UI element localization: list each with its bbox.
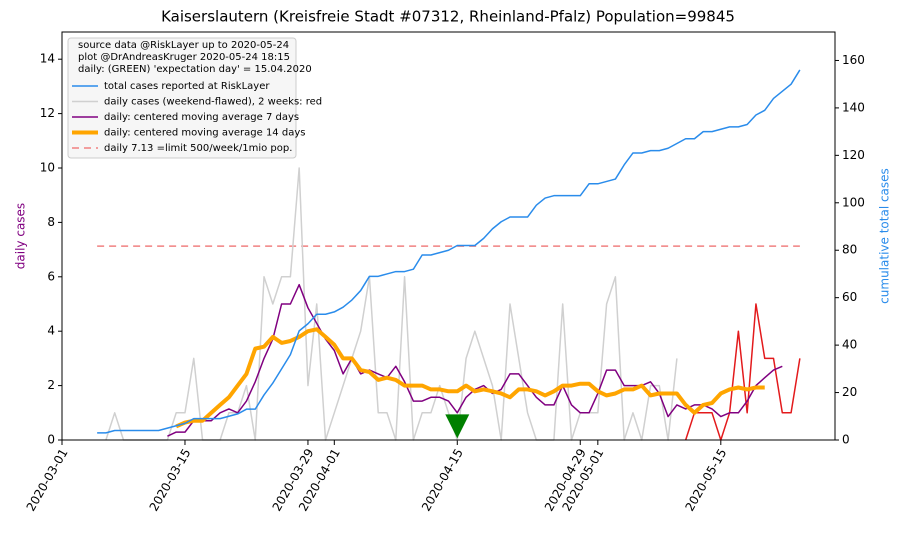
x-tick-label: 2020-04-15 <box>419 446 466 513</box>
series-line <box>97 69 801 434</box>
legend-label: daily 7.13 =limit 500/week/1mio pop. <box>104 143 292 154</box>
legend-label: daily: centered moving average 14 days <box>104 128 305 139</box>
x-tick-label: 2020-05-15 <box>682 446 729 513</box>
series-line <box>175 327 765 429</box>
y2-tick-label: 80 <box>842 243 857 257</box>
legend-label: daily cases (weekend-flawed), 2 weeks: r… <box>104 97 322 108</box>
y2-tick-label: 20 <box>842 385 857 399</box>
legend-header: source data @RiskLayer up to 2020-05-24 <box>78 40 289 51</box>
y2-tick-label: 0 <box>842 433 850 447</box>
y-tick-label: 12 <box>40 106 55 120</box>
series-line <box>684 303 801 441</box>
y2-tick-label: 100 <box>842 195 865 209</box>
y-tick-label: 6 <box>47 269 55 283</box>
y-tick-label: 14 <box>40 52 55 66</box>
y2-tick-label: 60 <box>842 290 857 304</box>
legend-label: total cases reported at RiskLayer <box>104 81 270 92</box>
y-tick-label: 4 <box>47 324 55 338</box>
legend-header: plot @DrAndreasKruger 2020-05-24 18:15 <box>78 52 290 63</box>
y-axis-label: daily cases <box>14 203 28 269</box>
y2-tick-label: 40 <box>842 338 857 352</box>
y-tick-label: 8 <box>47 215 55 229</box>
y2-tick-label: 160 <box>842 53 865 67</box>
y-tick-label: 2 <box>47 378 55 392</box>
chart-title: Kaiserslautern (Kreisfreie Stadt #07312,… <box>161 8 735 26</box>
legend-header: daily: (GREEN) 'expectation day' = 15.04… <box>78 64 312 75</box>
y-tick-label: 10 <box>40 161 55 175</box>
y-tick-label: 0 <box>47 433 55 447</box>
legend-box <box>67 37 297 159</box>
legend-label: daily: centered moving average 7 days <box>104 112 299 123</box>
y2-axis-label: cumulative total cases <box>878 168 892 304</box>
x-tick-label: 2020-03-15 <box>147 446 194 513</box>
expectation-marker <box>445 414 470 439</box>
y2-tick-label: 120 <box>842 148 865 162</box>
series-line <box>105 167 678 441</box>
plot-frame <box>61 31 836 441</box>
y2-tick-label: 140 <box>842 100 865 114</box>
x-tick-label: 2020-03-01 <box>24 446 71 513</box>
